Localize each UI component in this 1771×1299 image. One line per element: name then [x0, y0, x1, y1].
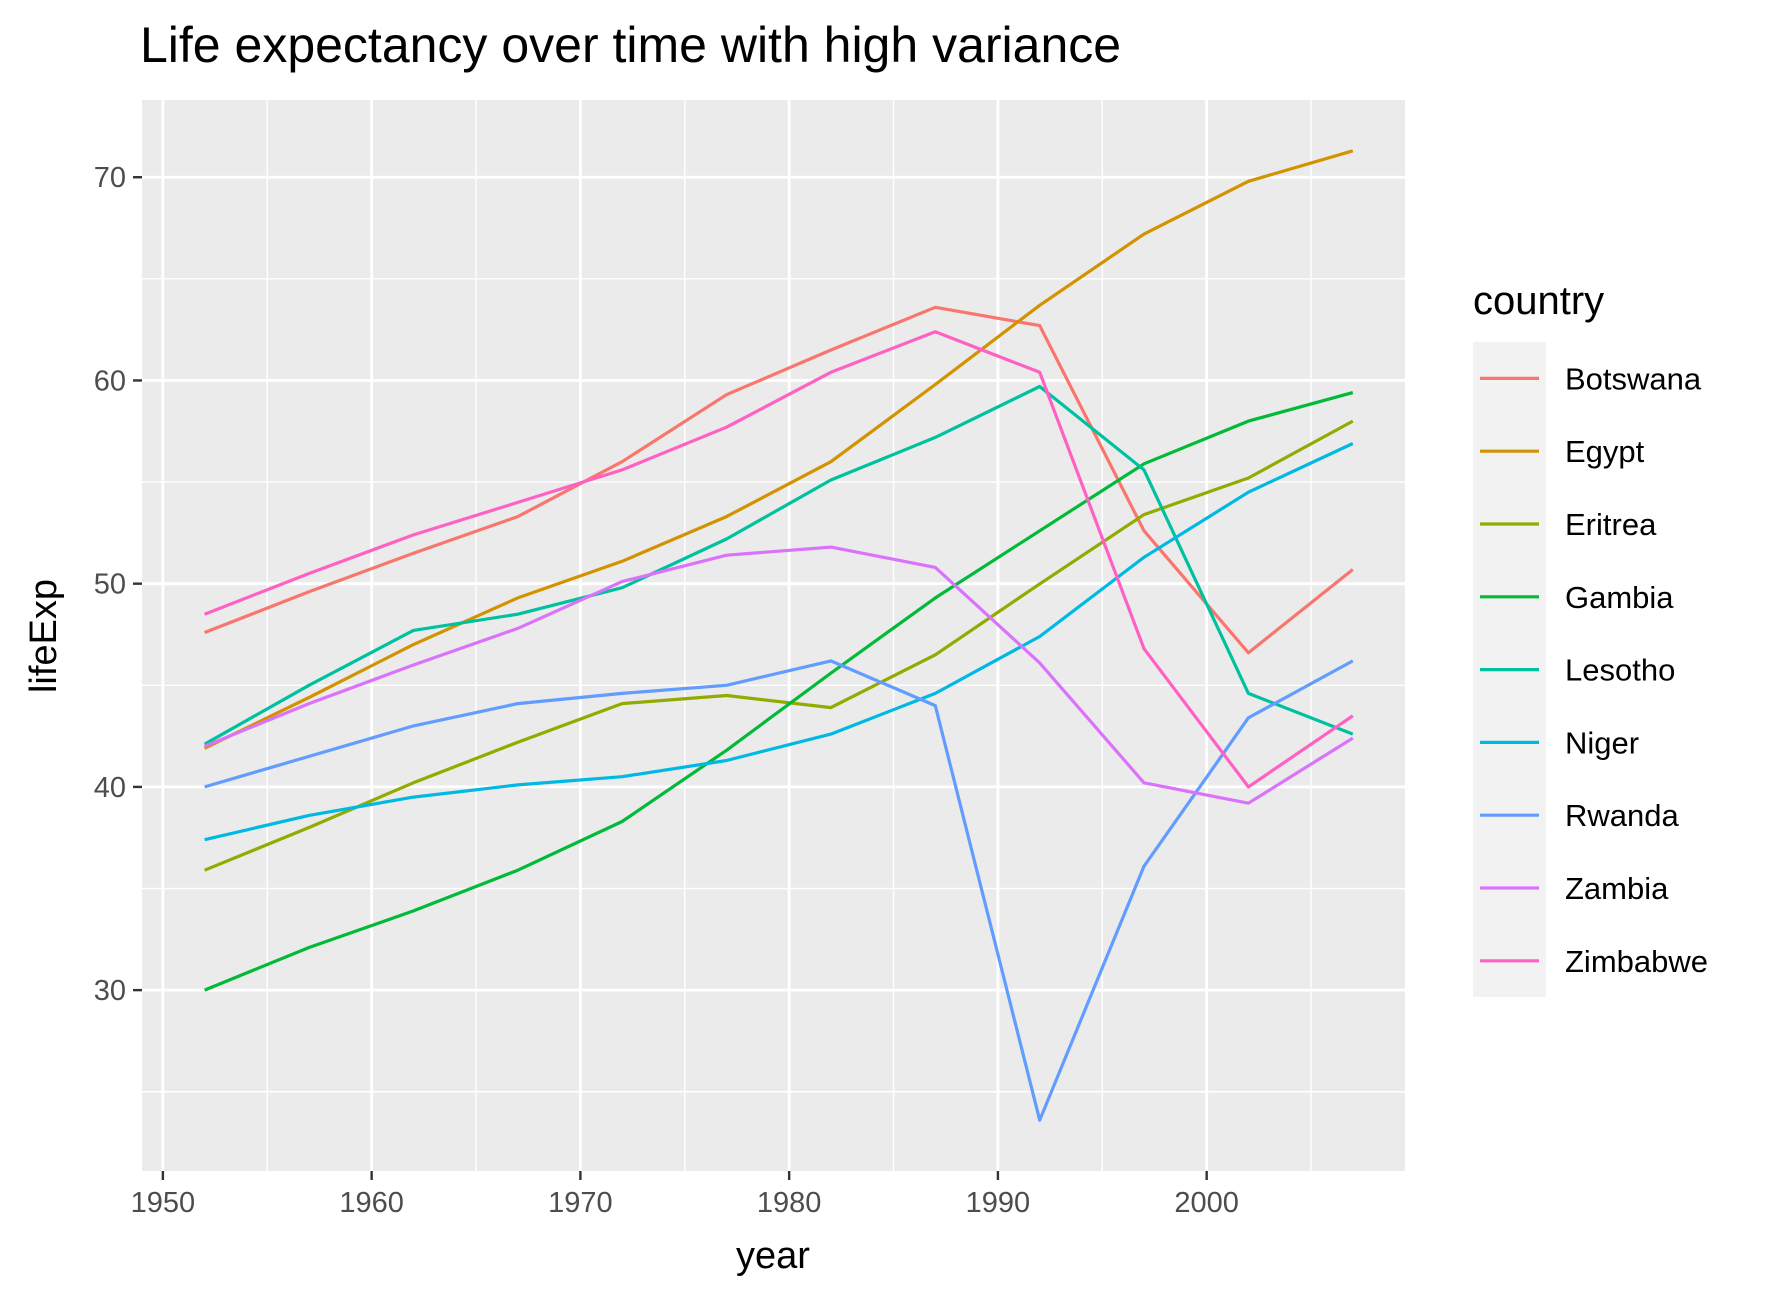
legend-item-egypt: Egypt [1480, 434, 1645, 469]
legend-label: Zimbabwe [1565, 944, 1708, 979]
legend-label: Eritrea [1565, 507, 1657, 542]
series-lines [203, 149, 1354, 1122]
legend-item-rwanda: Rwanda [1480, 798, 1679, 833]
y-tick-label: 40 [94, 772, 126, 804]
y-tick-label: 50 [94, 569, 126, 601]
x-tick-label: 1990 [966, 1187, 1031, 1219]
series-line-lesotho [203, 384, 1354, 746]
legend-label: Lesotho [1565, 653, 1675, 688]
legend: country Botswana Egypt Eritrea Gambia Lesoth… [1473, 279, 1708, 997]
legend-item-eritrea: Eritrea [1480, 507, 1657, 542]
legend-label: Gambia [1565, 580, 1674, 615]
legend-label: Rwanda [1565, 798, 1679, 833]
legend-label: Niger [1565, 725, 1639, 760]
series-line-gambia [203, 391, 1354, 992]
legend-label: Botswana [1565, 361, 1702, 396]
x-axis-tick-labels: 1950 1960 1970 1980 1990 2000 [131, 1187, 1239, 1219]
legend-label: Zambia [1565, 871, 1669, 906]
chart-title: Life expectancy over time with high vari… [140, 17, 1121, 73]
y-tick-label: 30 [94, 975, 126, 1007]
legend-item-gambia: Gambia [1480, 580, 1674, 615]
major-gridlines [142, 100, 1405, 1171]
y-axis-title: lifeExp [23, 579, 65, 693]
plot-panel [142, 100, 1405, 1171]
minor-gridlines [142, 100, 1405, 1171]
y-axis-tick-labels: 30 40 50 60 70 [94, 162, 126, 1007]
x-tick-label: 2000 [1174, 1187, 1239, 1219]
legend-item-zambia: Zambia [1480, 871, 1669, 906]
series-line-botswana [204, 305, 1354, 655]
x-tick-label: 1960 [339, 1187, 404, 1219]
series-line-rwanda [204, 659, 1354, 1122]
legend-item-zimbabwe: Zimbabwe [1480, 944, 1708, 979]
x-axis-title: year [736, 1235, 810, 1277]
legend-item-niger: Niger [1480, 725, 1639, 760]
legend-item-botswana: Botswana [1480, 361, 1702, 396]
x-tick-label: 1980 [757, 1187, 822, 1219]
legend-title: country [1473, 279, 1604, 323]
legend-item-lesotho: Lesotho [1480, 653, 1675, 688]
axis-ticks [133, 176, 1208, 1180]
legend-items: Botswana Egypt Eritrea Gambia Lesotho Niger Rw… [1480, 361, 1708, 979]
x-tick-label: 1970 [548, 1187, 613, 1219]
x-tick-label: 1950 [131, 1187, 196, 1219]
series-line-zambia [203, 545, 1354, 805]
y-tick-label: 70 [94, 162, 126, 194]
legend-label: Egypt [1565, 434, 1645, 469]
series-line-egypt [203, 149, 1354, 750]
y-tick-label: 60 [94, 365, 126, 397]
series-line-zimbabwe [204, 330, 1354, 789]
series-line-niger [204, 442, 1354, 842]
